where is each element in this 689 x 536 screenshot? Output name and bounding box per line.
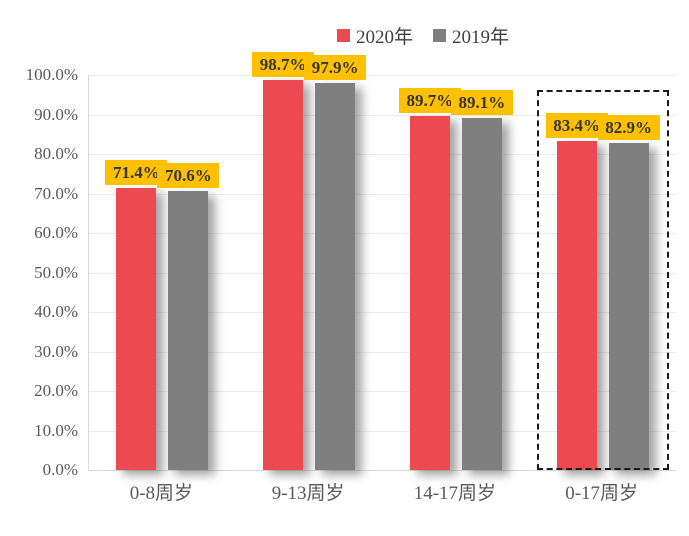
- x-axis-category-label: 0-17周岁: [565, 483, 639, 504]
- y-axis-tick-label: 70.0%: [34, 183, 78, 203]
- data-label-2019-group3: 89.1%: [450, 90, 513, 116]
- gridline: [89, 154, 676, 155]
- bar-2019-group4: [608, 142, 649, 470]
- gridline: [89, 351, 676, 353]
- data-label-2020-group2: 98.7%: [252, 52, 315, 78]
- legend-item-2019: 2019年: [433, 22, 509, 49]
- plot-area: 71.4% 70.6% 98.7% 97.9% 89.7% 89.1% 83.4% 82.9%: [88, 52, 676, 471]
- data-label-2020-group1: 71.4%: [105, 159, 168, 185]
- legend-swatch-2019: [433, 29, 447, 42]
- y-axis-tick-label: 100.0%: [25, 65, 78, 84]
- y-axis-tick-label: 60.0%: [34, 223, 78, 242]
- gridline: [89, 193, 676, 195]
- gridline: [89, 312, 676, 313]
- gridline: [89, 430, 676, 432]
- bar-2020-group2: [263, 80, 304, 470]
- legend-swatch-2020: [337, 29, 350, 42]
- legend-item-2020: 2020年: [337, 22, 413, 49]
- data-label-2019-group1: 70.6%: [157, 163, 220, 189]
- bar-2019-group2: [315, 83, 356, 470]
- y-axis-tick-label: 0.0%: [42, 460, 78, 479]
- gridline: [89, 272, 676, 274]
- bar-2020-group3: [409, 115, 450, 470]
- bar-2019-group3: [461, 118, 502, 470]
- y-axis-tick-label: 40.0%: [34, 302, 78, 321]
- bar-2020-group1: [116, 187, 157, 470]
- x-axis-category-label: 0-8周岁: [129, 483, 194, 504]
- gridline: [89, 75, 676, 76]
- legend-label-2020: 2020年: [356, 27, 414, 48]
- data-label-2019-group2: 97.9%: [304, 55, 367, 81]
- y-axis-tick-label: 50.0%: [34, 262, 78, 282]
- y-axis-tick-label: 90.0%: [34, 104, 78, 124]
- bar-2020-group4: [556, 140, 597, 470]
- data-label-2020-group3: 89.7%: [398, 87, 461, 113]
- data-label-2019-group4: 82.9%: [597, 114, 660, 140]
- y-axis-tick-label: 30.0%: [34, 341, 78, 361]
- y-axis: 0.0% 10.0% 20.0% 30.0% 40.0% 50.0% 60.0% 70.0% 8…: [0, 65, 80, 479]
- x-axis-category-label: 14-17周岁: [413, 483, 497, 504]
- x-axis: 0-8周岁 9-13周岁 14-17周岁 0-17周岁: [88, 478, 675, 508]
- y-axis-tick-label: 80.0%: [34, 144, 78, 163]
- bar-2019-group1: [168, 191, 209, 470]
- y-axis-tick-label: 10.0%: [34, 420, 78, 440]
- gridline: [89, 114, 676, 116]
- gridline: [89, 391, 676, 392]
- x-axis-category-label: 9-13周岁: [271, 483, 345, 504]
- legend-label-2019: 2019年: [452, 27, 510, 48]
- data-label-2020-group4: 83.4%: [545, 112, 608, 138]
- y-axis-tick-label: 20.0%: [34, 381, 78, 400]
- gridline: [89, 233, 676, 234]
- legend: 2020年 2019年: [337, 22, 509, 49]
- highlight-box-0-17: [536, 90, 669, 470]
